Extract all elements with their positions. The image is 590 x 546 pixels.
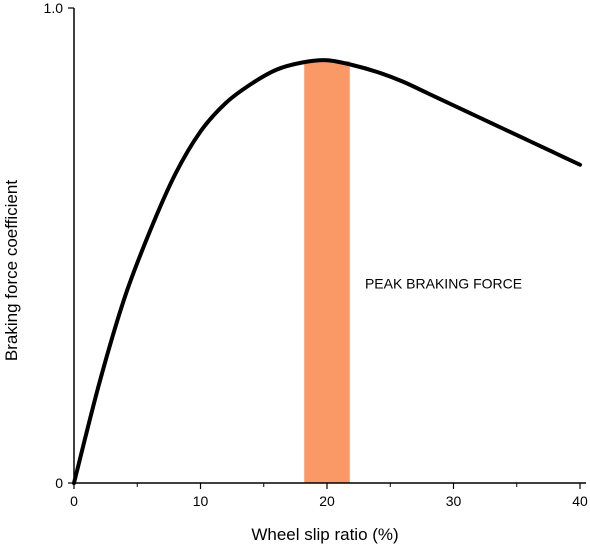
peak-braking-force-label: PEAK BRAKING FORCE	[365, 275, 522, 291]
y-tick-label: 1.0	[44, 0, 64, 16]
x-axis-title: Wheel slip ratio (%)	[251, 525, 398, 544]
x-tick-label: 20	[319, 493, 335, 509]
y-tick-label: 0	[55, 475, 63, 491]
peak-braking-band	[304, 61, 350, 483]
x-tick-label: 10	[193, 493, 209, 509]
x-tick-label: 30	[446, 493, 462, 509]
y-axis-title: Braking force coefficient	[2, 180, 21, 361]
x-tick-label: 0	[70, 493, 78, 509]
x-tick-label: 40	[572, 493, 588, 509]
braking-curve-line	[72, 58, 582, 485]
